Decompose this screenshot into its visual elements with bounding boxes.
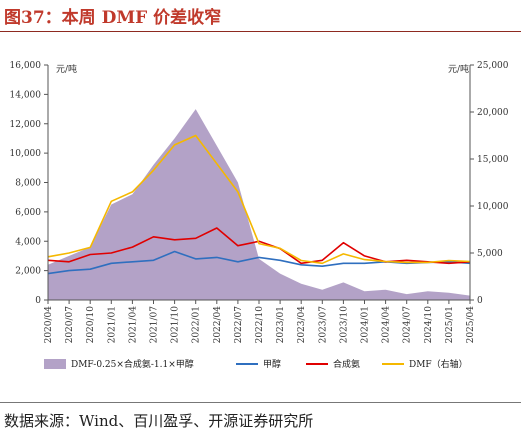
x-axis-ticks: 2020/04 2020/07 2020/10 2021/01 2021/04 2021/…: [44, 300, 476, 343]
series-spread-area: [48, 109, 470, 300]
line-series: [47, 134, 471, 275]
title-divider: [0, 31, 521, 32]
left-tick-label: 10,000: [10, 149, 42, 159]
right-tick-label: 10,000: [477, 202, 509, 212]
legend-label: 合成氨: [333, 358, 360, 370]
x-tick-label: 2022/01: [192, 306, 202, 343]
x-tick-label: 2023/10: [339, 306, 349, 344]
x-tick-label: 2021/01: [107, 306, 117, 343]
right-tick-label: 5,000: [477, 249, 503, 259]
chart: 元/吨 元/吨 0 2,000 4,000 6,000 8,000 10,000 12,00…: [10, 61, 509, 370]
legend-label: DMF（右轴）: [409, 358, 468, 370]
x-tick-label: 2024/04: [382, 306, 392, 344]
left-tick-label: 4,000: [15, 237, 41, 247]
legend-swatch-area: [44, 359, 66, 369]
right-axis-ticks: 0 5,000 10,000 15,000 20,000 25,000: [470, 61, 509, 306]
area-series: [48, 109, 470, 300]
x-tick-label: 2020/07: [65, 306, 75, 344]
left-tick-label: 16,000: [10, 61, 42, 71]
x-tick-label: 2023/07: [318, 306, 328, 344]
x-tick-label: 2021/10: [171, 306, 181, 344]
legend-label: 甲醇: [263, 358, 281, 370]
source-divider: [0, 402, 521, 403]
left-tick-label: 0: [35, 296, 41, 306]
x-tick-label: 2021/04: [128, 306, 138, 344]
x-tick-label: 2023/01: [276, 306, 286, 343]
x-tick-label: 2022/04: [213, 306, 223, 344]
x-tick-label: 2021/07: [150, 306, 160, 344]
legend: DMF-0.25×合成氨-1.1×甲醇 甲醇 合成氨 DMF（右轴）: [44, 358, 468, 370]
left-axis-ticks: 0 2,000 4,000 6,000 8,000 10,000 12,000 14,000 1…: [10, 61, 48, 306]
right-tick-label: 20,000: [477, 108, 509, 118]
source-note: 数据来源：Wind、百川盈孚、开源证券研究所: [4, 412, 314, 430]
x-tick-label: 2025/01: [445, 306, 455, 343]
x-tick-label: 2024/10: [424, 306, 434, 344]
x-tick-label: 2022/07: [234, 306, 244, 344]
x-tick-label: 2022/10: [255, 306, 265, 344]
left-tick-label: 14,000: [10, 90, 42, 100]
chart-title: 图37：本周 DMF 价差收窄: [4, 8, 222, 28]
x-tick-label: 2020/04: [44, 306, 54, 344]
x-tick-label: 2025/04: [466, 306, 476, 344]
series-line-2: [47, 227, 471, 265]
right-axis-unit: 元/吨: [448, 63, 469, 75]
x-tick-label: 2020/10: [86, 306, 96, 344]
x-tick-label: 2024/01: [361, 306, 371, 343]
series-line-3: [47, 134, 471, 265]
left-tick-label: 12,000: [10, 120, 42, 130]
right-tick-label: 25,000: [477, 61, 509, 71]
right-tick-label: 15,000: [477, 155, 509, 165]
x-tick-label: 2024/07: [403, 306, 413, 344]
legend-label: DMF-0.25×合成氨-1.1×甲醇: [71, 358, 194, 370]
left-tick-label: 2,000: [15, 267, 41, 277]
left-axis-unit: 元/吨: [56, 63, 77, 75]
right-tick-label: 0: [477, 296, 483, 306]
x-tick-label: 2023/04: [297, 306, 307, 344]
left-tick-label: 8,000: [15, 179, 41, 189]
left-tick-label: 6,000: [15, 208, 41, 218]
